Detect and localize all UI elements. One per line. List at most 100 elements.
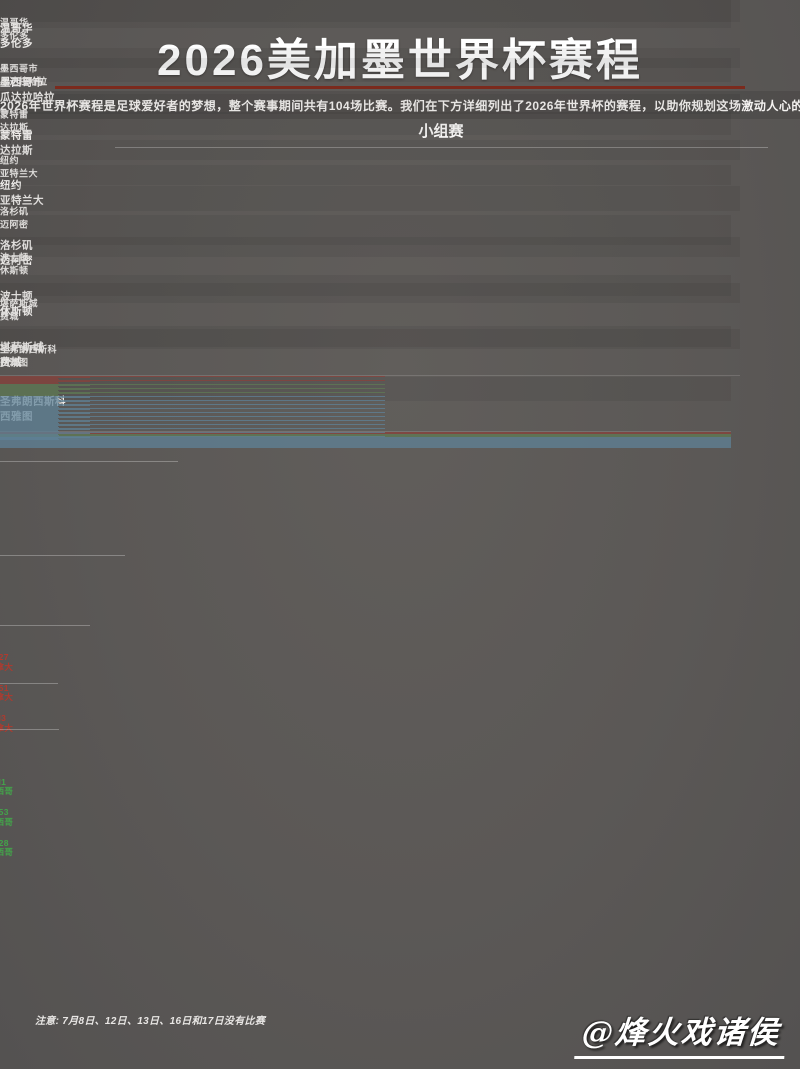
match-label: M100	[0, 1045, 370, 1056]
row-stripe	[0, 0, 731, 28]
match-label: M83	[0, 858, 370, 869]
row-stripe	[0, 58, 731, 82]
row-line	[0, 399, 385, 401]
row-line	[0, 388, 90, 390]
date-header: 7.7	[0, 586, 370, 598]
match-label: M77	[0, 792, 370, 803]
city-label: 休斯顿	[0, 265, 29, 275]
row-line	[0, 423, 385, 425]
city-label: 费城	[0, 356, 22, 368]
match-label: M96	[0, 1001, 370, 1012]
city-label: 洛杉矶	[0, 239, 33, 251]
stage-divider	[0, 460, 178, 462]
row-line	[0, 437, 731, 438]
watermark: @烽火戏诸侯	[574, 1007, 788, 1059]
match-label: M73	[0, 748, 370, 759]
date-header: 7.6	[0, 574, 370, 586]
match-team: 墨西哥	[0, 786, 14, 797]
row-line	[0, 433, 58, 435]
match-label: M86	[0, 891, 370, 902]
row-line	[0, 428, 90, 430]
row-stripe	[0, 112, 731, 135]
match-number: M51	[0, 682, 9, 693]
row-line	[0, 421, 58, 423]
city-label: 墨西哥市	[0, 63, 39, 73]
city-label: 温哥华	[0, 22, 33, 35]
date-header: 7.4	[0, 550, 370, 562]
row-stripe	[0, 164, 731, 185]
date-header: 7.11	[0, 644, 370, 656]
match-label: M82	[0, 847, 370, 858]
row-line	[0, 425, 58, 427]
row-line	[0, 393, 58, 395]
date-header: 7.10	[0, 632, 370, 644]
row-line	[0, 424, 90, 426]
stage-divider	[0, 624, 90, 626]
stage-divider	[0, 682, 58, 684]
match-number: M28	[0, 837, 9, 848]
match-number: M1	[0, 776, 7, 787]
match-label: M79	[0, 814, 370, 825]
row-line	[0, 422, 59, 424]
city-label: 迈阿密	[0, 219, 29, 229]
date-header: 7.3	[0, 516, 370, 528]
row-line	[0, 381, 58, 383]
row-line	[0, 392, 90, 394]
date-header: 7.14	[0, 678, 370, 690]
date-header: 7.2	[0, 504, 370, 516]
subtitle: 2026年世界杯赛程是足球爱好者的梦想，整个赛事期间共有104场比赛。我们在下方…	[0, 99, 800, 113]
row-line	[0, 443, 731, 444]
row-line	[0, 446, 731, 447]
date-header: 7.5	[0, 562, 370, 574]
city-label: 洛杉矶	[0, 206, 29, 216]
row-line	[0, 375, 385, 377]
row-line	[0, 398, 59, 400]
row-stripe	[0, 282, 740, 303]
row-line	[0, 384, 90, 386]
row-line	[0, 410, 59, 412]
date-header: 7.18	[0, 724, 370, 736]
footer-note: 注意: 7月8日、12日、13日、16日和17日没有比赛	[35, 1016, 266, 1027]
stage-divider	[0, 728, 59, 730]
row-line	[0, 441, 731, 442]
row-line	[0, 394, 59, 396]
row-line	[0, 390, 59, 392]
row-line	[0, 437, 58, 439]
row-stripe	[0, 0, 740, 22]
city-label: 瓜达拉哈拉	[0, 76, 48, 86]
knockout-section: 温哥华 多伦多 墨西哥市 瓜达拉哈拉 蒙特雷 达拉斯 纽约 亚特兰大 洛杉矶 迈阿密 波士顿 休斯顿堪…	[0, 0, 740, 1056]
match-label: M98	[0, 1034, 370, 1045]
date-header: 7.9	[0, 620, 370, 632]
city-label: 亚特兰大	[0, 194, 44, 206]
match-team: 墨西哥	[0, 817, 14, 828]
city-label: 瓜达拉哈拉	[0, 91, 55, 104]
match-label: M90	[0, 935, 370, 946]
match-label-highlight: M1墨西哥	[0, 776, 366, 798]
group-stage-section: 温哥华 多伦多 墨西哥市 瓜达拉哈拉 蒙特雷 达拉斯 纽约 亚特兰大 洛杉矶 迈阿密 波士顿 休斯顿堪…	[0, 0, 731, 859]
row-line	[0, 430, 59, 432]
group-stage-title: 小组赛	[418, 123, 464, 140]
date-header: 6.29	[0, 468, 370, 480]
match-label: M78	[0, 803, 370, 814]
match-label-highlight: M3加拿大	[0, 714, 366, 734]
row-stripe	[0, 274, 731, 296]
row-line	[0, 427, 385, 429]
match-label: M87	[0, 902, 370, 913]
match-label-highlight: M28墨西哥	[0, 837, 366, 859]
city-label: 温哥华	[0, 17, 29, 27]
row-stripe	[0, 47, 740, 68]
row-line	[0, 429, 58, 431]
city-label: 圣弗朗西斯科	[0, 344, 58, 354]
date-header: 7.15	[0, 690, 370, 702]
match-label-highlight: M53墨西哥	[0, 808, 366, 828]
row-line	[0, 383, 385, 385]
city-label: 蒙特雷	[0, 129, 33, 141]
row-line	[0, 389, 58, 391]
row-line	[0, 420, 90, 422]
match-number: M53	[0, 807, 9, 818]
match-label: M81	[0, 836, 370, 847]
page-title: 2026美加墨世界杯赛程	[157, 36, 643, 85]
city-label: 蒙特雷	[0, 109, 29, 119]
city-label: 亚特兰大	[0, 168, 39, 178]
match-label: M88	[0, 913, 370, 924]
